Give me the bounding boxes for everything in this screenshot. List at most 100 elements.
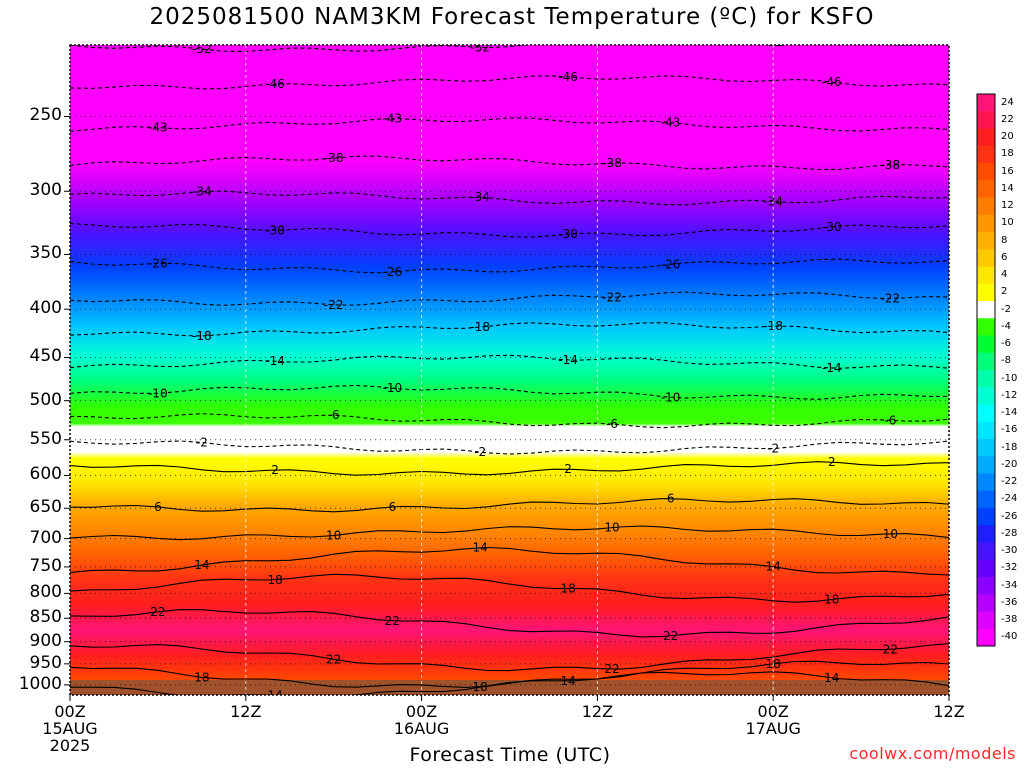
x-tick-label: 00Z 16AUG xyxy=(382,703,462,737)
colorbar-label: 18 xyxy=(1001,148,1014,160)
watermark-text: coolwx.com/models xyxy=(849,744,1016,763)
isotherm-label: -46 xyxy=(558,70,578,84)
x-tick-label: 00Z 15AUG 2025 xyxy=(30,703,110,754)
colorbar-swatch xyxy=(977,335,995,354)
isotherm-label: 2 xyxy=(271,463,279,477)
isotherm-line xyxy=(70,525,949,541)
ground-band xyxy=(70,680,949,695)
y-tick-label: 500 xyxy=(29,389,62,410)
y-tick-label: 400 xyxy=(29,298,62,319)
isotherm-label: -43 xyxy=(148,121,168,135)
y-tick-label: 900 xyxy=(29,630,62,651)
y-tick-label: 650 xyxy=(29,497,62,518)
y-tick-label: 800 xyxy=(29,582,62,603)
colorbar-label: 16 xyxy=(1001,165,1014,177)
colorbar-swatch xyxy=(977,128,995,147)
colorbar-swatch xyxy=(977,421,995,440)
colorbar-swatch xyxy=(977,387,995,405)
colorbar-label: 8 xyxy=(1001,234,1008,246)
colorbar-swatch xyxy=(977,559,995,578)
colorbar-label: -10 xyxy=(1001,372,1018,384)
colorbar-label: -8 xyxy=(1001,355,1011,367)
plot-frame xyxy=(69,44,950,696)
isotherm-label: -10 xyxy=(148,386,168,400)
colorbar-label: -6 xyxy=(1001,338,1011,350)
isotherm-label: 14 xyxy=(473,541,488,555)
colorbar-label: 6 xyxy=(1001,251,1008,263)
colorbar-swatch xyxy=(977,94,995,112)
colorbar-frame xyxy=(976,93,996,647)
isotherm-label: 18 xyxy=(824,593,839,607)
temperature-field xyxy=(70,45,949,681)
isotherm-label: -14 xyxy=(822,361,842,375)
isotherm-label: -22 xyxy=(324,298,344,312)
isotherm-label: -26 xyxy=(661,257,681,271)
isotherm-label: 18 xyxy=(267,573,282,587)
x-axis-title: Forecast Time (UTC) xyxy=(409,744,611,766)
isotherm-label: -14 xyxy=(265,354,285,368)
isotherm-label: -34 xyxy=(470,190,490,204)
isotherm-label: 6 xyxy=(154,500,162,514)
colorbar-swatch xyxy=(977,214,995,233)
isotherm-label: -30 xyxy=(265,223,285,237)
colorbar-label: 12 xyxy=(1001,200,1014,212)
isotherm-line xyxy=(70,546,949,576)
isotherm-label: 10 xyxy=(326,529,341,543)
colorbar-label: 24 xyxy=(1001,96,1014,108)
colorbar-swatch xyxy=(977,266,995,285)
isotherm-label: 18 xyxy=(194,670,209,684)
isotherm-label: 14 xyxy=(824,671,839,685)
colorbar-swatch xyxy=(977,404,995,423)
y-tick-label: 300 xyxy=(29,180,62,201)
isotherm-label: -26 xyxy=(382,265,402,279)
isotherm-label: 22 xyxy=(150,605,165,619)
isotherm-line xyxy=(70,660,949,688)
colorbar-label: -20 xyxy=(1001,458,1018,470)
isotherm-label: 22 xyxy=(604,662,619,676)
colorbar-swatch xyxy=(977,318,995,336)
isotherm-label: 22 xyxy=(326,652,341,666)
colorbar-swatch xyxy=(977,577,995,595)
isotherm-label: -30 xyxy=(822,220,842,234)
isotherm-label: 2 xyxy=(564,462,572,476)
x-tick-time: 12Z xyxy=(230,702,262,721)
isotherm-label: -2 xyxy=(196,435,208,449)
isotherm-label: -22 xyxy=(602,290,622,304)
isotherm-label: -10 xyxy=(661,390,681,404)
colorbar-label: -30 xyxy=(1001,545,1018,557)
isotherm-label: 2 xyxy=(828,455,836,469)
isotherm-line xyxy=(70,643,949,672)
chart-title: 2025081500 NAM3KM Forecast Temperature (… xyxy=(149,4,875,30)
x-tick-label: 12Z xyxy=(557,703,637,720)
colorbar-swatch xyxy=(977,628,995,647)
isotherm-label: -52 xyxy=(470,40,490,54)
colorbar-swatch xyxy=(977,145,995,164)
time-gridlines xyxy=(245,45,774,695)
colorbar-swatch xyxy=(977,283,995,302)
y-tick-label: 1000 xyxy=(18,673,62,694)
isotherm-label: -14 xyxy=(558,353,578,367)
isotherm-label: -34 xyxy=(192,185,212,199)
colorbar-label: -24 xyxy=(1001,493,1018,505)
colorbar-label: 10 xyxy=(1001,217,1014,229)
y-tick-label: 850 xyxy=(29,607,62,628)
y-tick-label: 550 xyxy=(29,428,62,449)
isotherm-label: -6 xyxy=(328,408,340,422)
isotherm-label: 22 xyxy=(385,614,400,628)
y-tick-label: 700 xyxy=(29,527,62,548)
colorbar-label: -12 xyxy=(1001,389,1018,401)
isotherm-label: -18 xyxy=(763,319,783,333)
colorbar-swatch xyxy=(977,525,995,543)
colorbar-label: -22 xyxy=(1001,476,1018,488)
isotherm-line xyxy=(70,498,949,513)
isotherm-label: -52 xyxy=(192,42,212,56)
isotherm-label: -43 xyxy=(382,112,402,126)
isotherm-label: 14 xyxy=(560,674,575,688)
colorbar-swatch xyxy=(977,352,995,371)
colorbar-swatch xyxy=(977,439,995,457)
isotherm-label: 14 xyxy=(194,558,209,572)
isotherm-line xyxy=(70,573,949,603)
isotherm-label: -10 xyxy=(382,381,402,395)
colorbar-label: 22 xyxy=(1001,113,1014,125)
colorbar-label: -28 xyxy=(1001,527,1018,539)
